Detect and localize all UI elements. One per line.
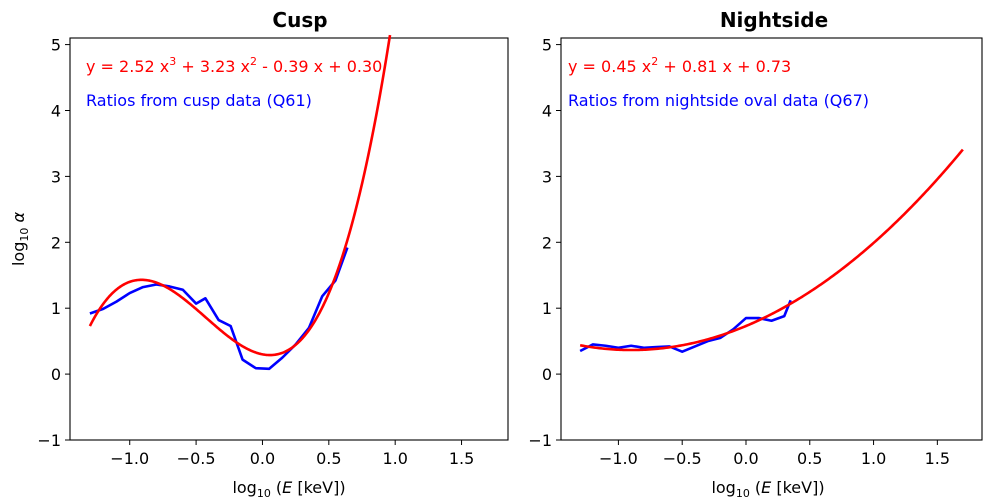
cusp-ytick-label: 2 <box>51 233 61 252</box>
cusp-xtick-label: 1.5 <box>449 449 474 468</box>
nightside-xtick-label: 0.5 <box>797 449 822 468</box>
nightside-fit-equation: y = 0.45 x2 + 0.81 x + 0.73 <box>568 55 791 76</box>
nightside-ticks: −1.0 −0.5 0.0 0.5 1.0 1.5 −1 0 1 2 3 4 5 <box>528 36 950 468</box>
cusp-series <box>88 34 392 371</box>
cusp-xtick-label: 0.0 <box>250 449 275 468</box>
nightside-axes-frame <box>560 37 983 441</box>
cusp-xtick-label: −0.5 <box>177 449 216 468</box>
nightside-ytick-label: 4 <box>542 101 552 120</box>
cusp-fit-line <box>88 34 392 357</box>
nightside-panel: Nightside −1.0 −0.5 0.0 0.5 1.0 1.5 −1 0 1 2 3 4 5 y… <box>528 8 983 499</box>
nightside-ytick-label: 1 <box>542 299 552 318</box>
cusp-ytick-label: 4 <box>51 101 61 120</box>
cusp-ticks: −1.0 −0.5 0.0 0.5 1.0 1.5 −1 0 1 2 3 4 5 <box>37 36 474 468</box>
nightside-ytick-label: 0 <box>542 365 552 384</box>
cusp-ytick-label: 5 <box>51 36 61 55</box>
cusp-xtick-label: 0.5 <box>316 449 341 468</box>
nightside-ytick-label: 3 <box>542 167 552 186</box>
cusp-data-line <box>89 247 349 371</box>
cusp-panel: Cusp −1.0 −0.5 0.0 0.5 1.0 1.5 −1 0 1 2 3 4 5 y = 2.… <box>9 8 509 499</box>
cusp-axes-frame <box>69 37 509 441</box>
cusp-ytick-label: 0 <box>51 365 61 384</box>
nightside-title: Nightside <box>720 8 828 32</box>
nightside-xtick-label: −0.5 <box>663 449 702 468</box>
cusp-ytick-label: 3 <box>51 167 61 186</box>
nightside-xtick-label: 1.0 <box>861 449 886 468</box>
cusp-ytick-label: −1 <box>37 431 61 450</box>
nightside-fit-line <box>579 148 964 352</box>
nightside-ytick-label: 5 <box>542 36 552 55</box>
cusp-title: Cusp <box>272 8 327 32</box>
nightside-xtick-label: 1.5 <box>925 449 950 468</box>
cusp-xlabel: log10 (E [keV]) <box>232 478 345 499</box>
nightside-xtick-label: 0.0 <box>733 449 758 468</box>
cusp-fit-equation: y = 2.52 x3 + 3.23 x2 - 0.39 x + 0.30 <box>86 55 382 76</box>
nightside-ytick-label: −1 <box>528 431 552 450</box>
cusp-data-label: Ratios from cusp data (Q61) <box>86 91 312 110</box>
nightside-xtick-label: −1.0 <box>599 449 638 468</box>
nightside-ytick-label: 2 <box>542 233 552 252</box>
cusp-ytick-label: 1 <box>51 299 61 318</box>
cusp-xtick-label: 1.0 <box>382 449 407 468</box>
nightside-data-label: Ratios from nightside oval data (Q67) <box>568 91 869 110</box>
cusp-xtick-label: −1.0 <box>110 449 149 468</box>
nightside-xlabel: log10 (E [keV]) <box>711 478 824 499</box>
cusp-ylabel: log10 α <box>9 212 31 266</box>
nightside-series <box>579 148 964 353</box>
